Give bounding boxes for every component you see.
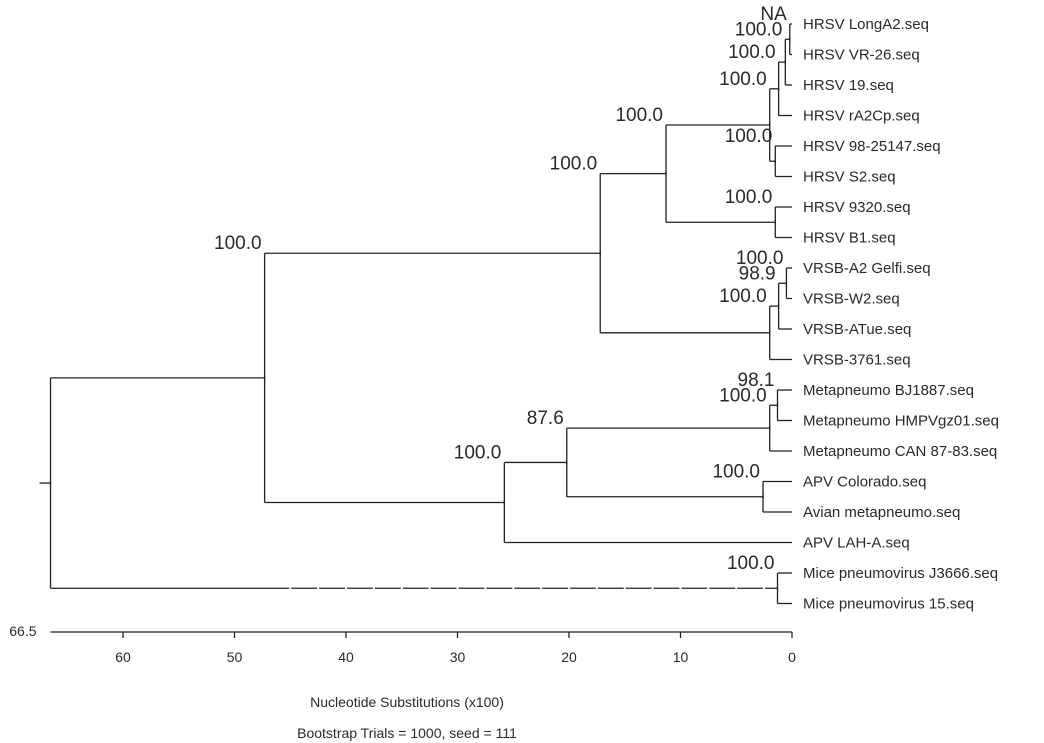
bootstrap-n_hmpv: 100.0 xyxy=(719,385,767,406)
tick-label-10: 10 xyxy=(673,649,689,665)
tick-label-60: 60 xyxy=(115,649,131,665)
leaf-metapneumo-can-87-83-seq: Metapneumo CAN 87-83.seq xyxy=(803,443,997,460)
leaf-vrsb-atue-seq: VRSB-ATue.seq xyxy=(803,321,911,338)
bootstrap-n_a1b: NA xyxy=(760,4,787,25)
leaf-metapneumo-hmpvgz01-seq: Metapneumo HMPVgz01.seq xyxy=(803,413,999,430)
axis-start-label: 66.5 xyxy=(9,623,36,639)
leaf-vrsb-3761-seq: VRSB-3761.seq xyxy=(803,352,911,369)
bootstrap-n_a2: 100.0 xyxy=(725,126,773,147)
leaf-hrsv-9320-seq: HRSV 9320.seq xyxy=(803,199,911,216)
bootstrap-n_pneumo_meta: 100.0 xyxy=(214,233,262,254)
bootstrap-n_a1: 100.0 xyxy=(728,42,776,63)
bootstrap-n_mice: 100.0 xyxy=(727,553,775,574)
tick-label-0: 0 xyxy=(788,649,796,665)
tick-label-40: 40 xyxy=(338,649,354,665)
leaf-metapneumo-bj1887-seq: Metapneumo BJ1887.seq xyxy=(803,382,974,399)
tree-branches xyxy=(39,23,792,605)
bootstrap-n_hmpv1: 98.1 xyxy=(738,370,775,391)
bootstrap-n_vrsb2: 100.0 xyxy=(736,248,784,269)
leaf-hrsv-vr-26-seq: HRSV VR-26.seq xyxy=(803,47,920,64)
bootstrap-n_vrsb: 100.0 xyxy=(719,286,767,307)
tick-label-30: 30 xyxy=(450,649,466,665)
leaf-vrsb-a2-gelfi-seq: VRSB-A2 Gelfi.seq xyxy=(803,260,931,277)
bootstrap-n_meta: 100.0 xyxy=(454,442,502,463)
bootstrap-footer: Bootstrap Trials = 1000, seed = 111 xyxy=(297,725,517,741)
bootstrap-n_hrsv_b: 100.0 xyxy=(725,187,773,208)
bootstrap-labels: 100.0100.0100.0100.0100.0100.0NA100.0100… xyxy=(214,4,787,574)
leaf-hrsv-19-seq: HRSV 19.seq xyxy=(803,77,894,94)
leaf-apv-colorado-seq: APV Colorado.seq xyxy=(803,474,926,491)
leaf-avian-metapneumo-seq: Avian metapneumo.seq xyxy=(803,504,960,521)
leaf-hrsv-s2-seq: HRSV S2.seq xyxy=(803,169,896,186)
leaf-labels: HRSV LongA2.seq HRSV VR-26.seq HRSV 19.seq… xyxy=(803,16,999,613)
bootstrap-n_vrsb1: 98.9 xyxy=(739,263,776,284)
axis-title: Nucleotide Substitutions (x100) xyxy=(310,694,504,710)
tick-label-20: 20 xyxy=(561,649,577,665)
leaf-mice-pneumovirus-j3666-seq: Mice pneumovirus J3666.seq xyxy=(803,565,998,582)
leaf-hrsv-longa2-seq: HRSV LongA2.seq xyxy=(803,16,929,33)
leaf-vrsb-w2-seq: VRSB-W2.seq xyxy=(803,291,900,308)
leaf-mice-pneumovirus-15-seq: Mice pneumovirus 15.seq xyxy=(803,596,974,613)
leaf-hrsv-b1-seq: HRSV B1.seq xyxy=(803,230,896,247)
tick-label-50: 50 xyxy=(227,649,243,665)
bootstrap-n_pneumo: 100.0 xyxy=(550,154,598,175)
leaf-apv-lah-a-seq: APV LAH-A.seq xyxy=(803,535,910,552)
bootstrap-n_meta1: 87.6 xyxy=(527,408,564,429)
distance-axis: 66.5 60 50 40 30 20 10 0 xyxy=(9,623,796,665)
leaf-hrsv-98-25147-seq: HRSV 98-25147.seq xyxy=(803,138,941,155)
bootstrap-n_hrsv_a: 100.0 xyxy=(719,69,767,90)
bootstrap-n_hrsv: 100.0 xyxy=(615,105,663,126)
leaf-hrsv-ra2cp-seq: HRSV rA2Cp.seq xyxy=(803,108,920,125)
bootstrap-n_apv: 100.0 xyxy=(712,462,760,483)
bootstrap-n_a1a: 100.0 xyxy=(735,19,783,40)
